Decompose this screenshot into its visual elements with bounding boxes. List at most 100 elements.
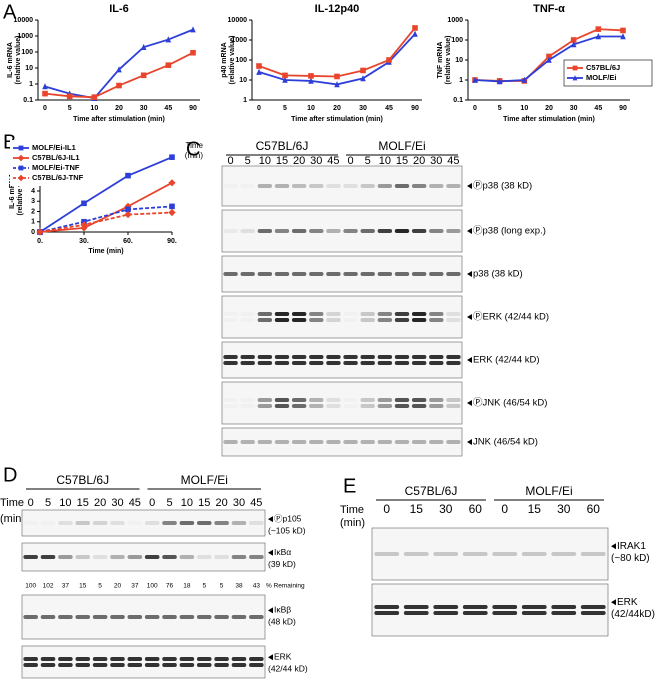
band	[110, 555, 125, 559]
band	[433, 552, 459, 556]
band	[394, 272, 410, 276]
lane-label: 30	[430, 155, 442, 167]
band	[403, 605, 429, 609]
band	[360, 229, 375, 233]
y-axis-label: (relative value)	[17, 166, 24, 215]
band	[196, 555, 212, 559]
band	[144, 663, 160, 667]
band	[580, 552, 606, 556]
y-tick-label: 100	[451, 37, 463, 44]
marker	[80, 221, 88, 229]
band	[411, 229, 427, 233]
band	[291, 404, 307, 408]
marker	[412, 30, 418, 37]
band	[40, 663, 56, 667]
band	[274, 272, 290, 276]
x-tick-label: 10	[307, 105, 315, 112]
marker	[360, 75, 366, 82]
marker	[334, 73, 340, 80]
band	[274, 318, 290, 322]
marker	[168, 208, 176, 217]
lane-label: 15	[198, 497, 210, 509]
marker	[42, 90, 48, 97]
time-label: Time	[186, 141, 204, 150]
band	[257, 355, 273, 359]
row-label: IκBβ	[274, 605, 291, 615]
band	[429, 361, 444, 365]
band	[257, 272, 273, 276]
label-arrow	[268, 549, 273, 556]
marker	[165, 36, 172, 43]
band	[394, 229, 410, 233]
marker	[620, 27, 626, 34]
marker	[169, 203, 175, 210]
band	[326, 404, 341, 408]
lane-label: 45	[327, 155, 339, 167]
y-axis-label: (relative value)	[229, 35, 236, 84]
marker	[190, 26, 196, 33]
row-label: IRAK1	[617, 541, 646, 552]
blot-frame	[221, 341, 463, 379]
marker	[595, 33, 602, 40]
band	[249, 615, 264, 619]
band	[241, 398, 255, 402]
x-tick-label: 30	[140, 105, 148, 112]
marker	[18, 165, 24, 171]
row-label: ERK	[274, 651, 292, 661]
band	[291, 355, 307, 359]
band	[223, 361, 238, 365]
band	[309, 398, 324, 402]
band	[75, 555, 91, 559]
band	[162, 663, 177, 667]
lane-label: 20	[293, 155, 305, 167]
marker	[36, 228, 44, 236]
band	[196, 657, 212, 661]
marker	[546, 53, 552, 60]
band	[240, 440, 255, 444]
percent-remaining: 38	[235, 583, 243, 590]
percent-remaining: 76	[166, 583, 174, 590]
band	[128, 521, 143, 525]
band	[377, 184, 393, 188]
group-label: C57BL/6J	[56, 473, 109, 487]
lane-label: 10	[259, 155, 271, 167]
x-tick-label: 20	[333, 105, 341, 112]
percent-remaining: 5	[98, 583, 102, 590]
panel-label: A	[3, 1, 17, 23]
percent-remaining: 37	[131, 583, 139, 590]
marker	[570, 41, 577, 48]
band	[223, 229, 238, 233]
band	[377, 361, 393, 365]
band	[92, 615, 108, 619]
band	[360, 440, 375, 444]
band	[291, 440, 307, 444]
marker	[282, 76, 288, 83]
marker	[140, 43, 147, 50]
percent-remaining: 15	[79, 583, 87, 590]
blot-frame	[221, 381, 463, 425]
lane-label: 20	[94, 497, 106, 509]
band	[429, 355, 444, 359]
y-tick-label: 10000	[228, 17, 248, 24]
marker	[169, 154, 175, 160]
band	[309, 312, 324, 316]
band	[360, 312, 375, 316]
lane-label: 30	[557, 502, 571, 516]
band	[394, 355, 410, 359]
band	[274, 355, 290, 359]
panel-label: C	[186, 138, 200, 160]
band	[360, 355, 375, 359]
marker	[521, 76, 528, 83]
band	[257, 398, 273, 402]
band	[41, 521, 56, 525]
band	[214, 555, 229, 559]
band	[521, 611, 547, 615]
band	[92, 555, 108, 559]
lane-label: 60	[469, 502, 483, 516]
band	[377, 229, 393, 233]
band	[127, 615, 143, 619]
band	[257, 361, 273, 365]
panel-label: D	[3, 464, 17, 486]
row-label: ERK (42/44 kD)	[473, 355, 540, 366]
group-label: C57BL/6J	[405, 484, 458, 498]
